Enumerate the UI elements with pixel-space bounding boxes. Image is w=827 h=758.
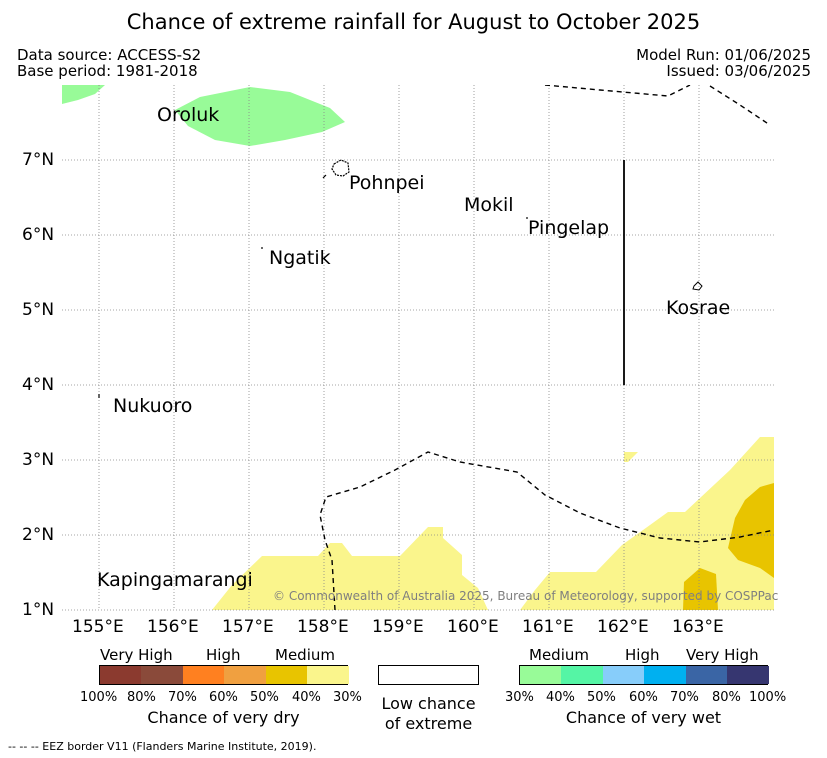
lon-tick-157e: 157°E [222, 617, 274, 637]
lon-tick-158e: 158°E [297, 617, 349, 637]
wet-category-medium: Medium [529, 646, 589, 664]
lat-tick-6n: 6°N [22, 225, 55, 245]
dry-medium-region-small [624, 452, 638, 462]
lat-tick-4n: 4°N [22, 375, 55, 395]
dry-medium-region-east [520, 437, 774, 610]
issued-text: Issued: 03/06/2025 [666, 62, 811, 80]
ngatik-atoll [261, 247, 263, 249]
place-label-ngatik: Ngatik [269, 247, 331, 269]
wet-label-100: 100% [749, 690, 787, 705]
probability-shading [62, 85, 774, 610]
place-label-mokil: Mokil [464, 194, 514, 216]
place-label-kosrae: Kosrae [666, 297, 731, 319]
dry-high-region-south [683, 568, 718, 610]
eez-footnote: -- -- -- EEZ border V11 (Flanders Marine… [8, 740, 317, 753]
wet-category-very-high: Very High [686, 646, 759, 664]
wet-colorbar [519, 665, 769, 685]
dry-category-very-high: Very High [100, 646, 173, 664]
wet-label-30: 30% [505, 690, 534, 705]
kosrae-island [692, 281, 703, 291]
dry-label-70: 70% [168, 690, 197, 705]
dry-label-80: 80% [127, 690, 156, 705]
lat-tick-7n: 7°N [22, 150, 55, 170]
place-label-pingelap: Pingelap [528, 217, 610, 239]
dry-category-high: High [206, 646, 241, 664]
dry-label-50: 50% [250, 690, 279, 705]
wet-label-80: 80% [712, 690, 741, 705]
copyright-text: © Commonwealth of Australia 2025, Bureau… [273, 589, 779, 603]
dry-swatch-60-50 [224, 666, 266, 684]
wet-swatch-80-100 [727, 666, 769, 684]
dry-caption: Chance of very dry [147, 708, 300, 727]
dry-swatch-70-60 [183, 666, 224, 684]
lat-tick-3n: 3°N [22, 450, 55, 470]
wet-swatch-60-70 [644, 666, 686, 684]
dry-swatch-40-30 [307, 666, 349, 684]
eez-border [319, 85, 774, 610]
map-title: Chance of extreme rainfall for August to… [126, 10, 701, 34]
wet-medium-region-oroluk [175, 87, 345, 146]
wet-swatch-30-40 [520, 666, 561, 684]
wet-label-40: 40% [546, 690, 575, 705]
dry-category-medium: Medium [275, 646, 335, 664]
data-source-text: Data source: ACCESS-S2 [17, 46, 202, 64]
wet-label-50: 50% [587, 690, 616, 705]
lon-tick-155e: 155°E [72, 617, 124, 637]
pohnpei-islet [322, 174, 327, 179]
dry-label-40: 40% [292, 690, 321, 705]
dry-swatch-50-40 [266, 666, 307, 684]
lon-tick-159e: 159°E [372, 617, 424, 637]
lon-tick-162e: 162°E [597, 617, 649, 637]
dry-colorbar [99, 665, 349, 685]
lat-tick-1n: 1°N [22, 600, 55, 620]
lon-tick-160e: 160°E [447, 617, 499, 637]
place-label-kapingamarangi: Kapingamarangi [97, 569, 253, 591]
dry-label-60: 60% [209, 690, 238, 705]
map-canvas [62, 85, 774, 611]
neutral-swatch [378, 665, 479, 685]
wet-caption: Chance of very wet [565, 708, 722, 727]
neutral-caption-line1: Low chance [381, 694, 476, 713]
place-label-pohnpei: Pohnpei [349, 172, 425, 194]
place-label-oroluk: Oroluk [157, 104, 220, 126]
wet-label-70: 70% [670, 690, 699, 705]
model-run-text: Model Run: 01/06/2025 [636, 46, 811, 64]
place-label-nukuoro: Nukuoro [113, 395, 193, 417]
dry-label-30: 30% [333, 690, 362, 705]
base-period-text: Base period: 1981-2018 [17, 62, 198, 80]
wet-swatch-40-50 [561, 666, 603, 684]
wet-swatch-50-60 [603, 666, 644, 684]
dry-swatch-100-80 [100, 666, 141, 684]
wet-label-60: 60% [629, 690, 658, 705]
dry-swatch-80-70 [141, 666, 183, 684]
neutral-caption-line2: of extreme [384, 714, 473, 733]
dry-medium-region-south [212, 527, 488, 610]
lat-tick-2n: 2°N [22, 525, 55, 545]
dry-high-region-east [728, 483, 774, 578]
wet-medium-region [62, 85, 105, 104]
pingelap-atoll [526, 217, 528, 219]
lon-tick-161e: 161°E [522, 617, 574, 637]
lon-tick-156e: 156°E [147, 617, 199, 637]
lat-tick-5n: 5°N [22, 300, 55, 320]
wet-swatch-70-80 [686, 666, 727, 684]
dry-label-100: 100% [80, 690, 118, 705]
lon-tick-163e: 163°E [672, 617, 724, 637]
wet-category-high: High [625, 646, 660, 664]
pohnpei-island [331, 159, 350, 177]
